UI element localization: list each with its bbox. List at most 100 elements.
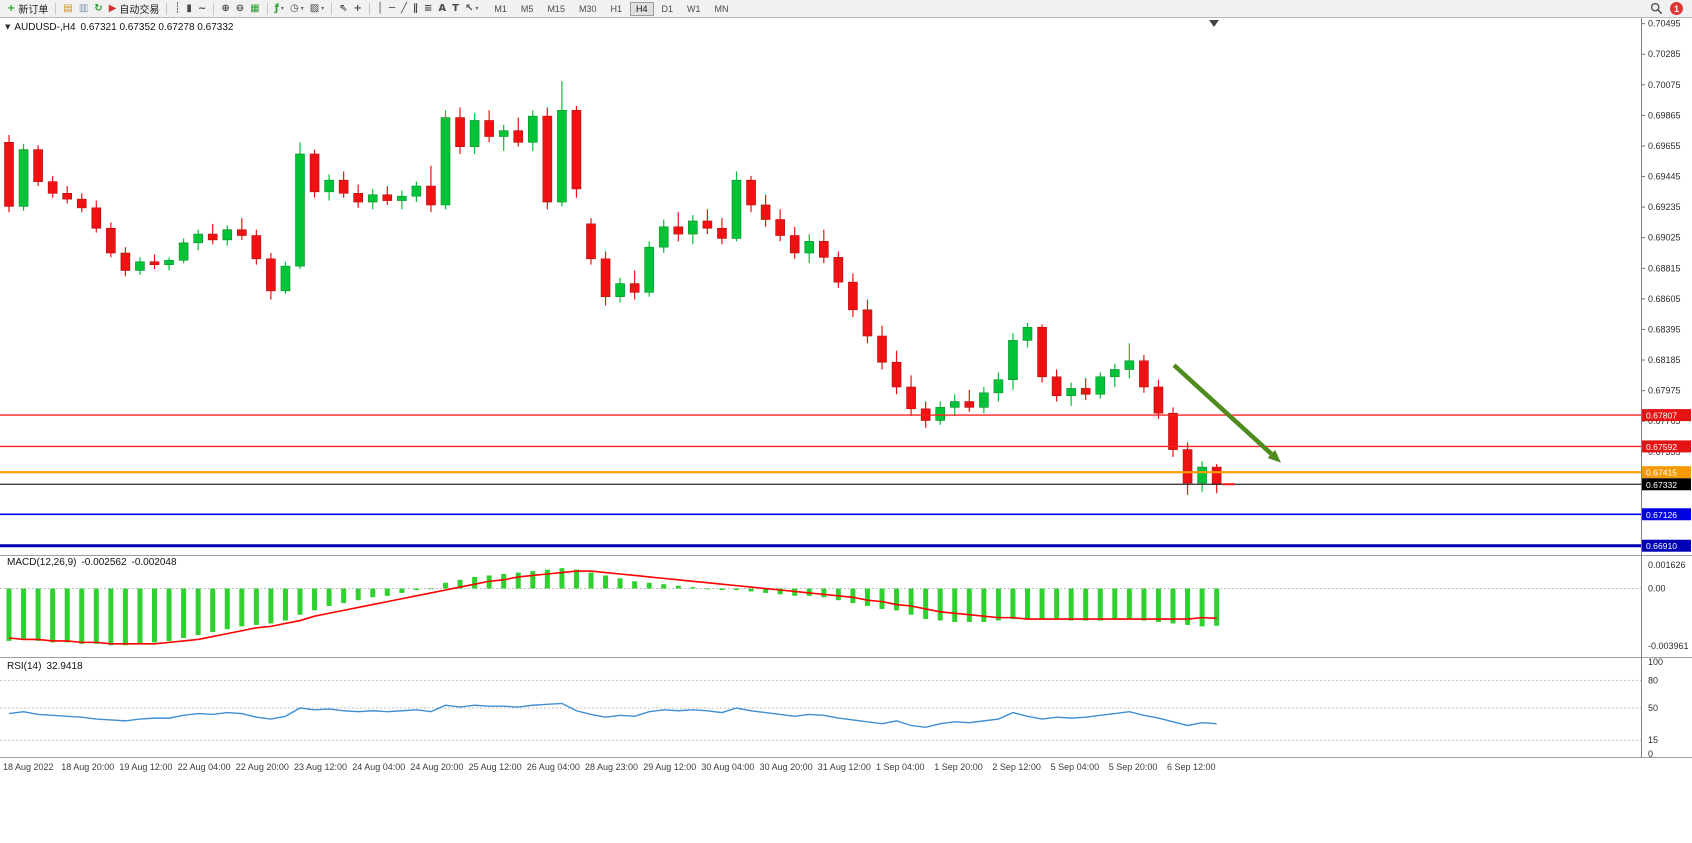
horizontal-line-button[interactable]: ─: [386, 1, 398, 17]
zoom-out-button[interactable]: ⊖: [233, 1, 247, 17]
chart-shift-marker[interactable]: [1209, 20, 1219, 27]
time-label: 2 Sep 12:00: [992, 762, 1041, 772]
timeframe-button-mn[interactable]: MN: [714, 3, 729, 14]
refresh-icon: ↻: [94, 2, 103, 14]
line-chart-button[interactable]: ~: [195, 1, 209, 17]
candle: [818, 241, 829, 258]
macd-bar: [1155, 588, 1161, 622]
macd-bar: [370, 588, 376, 598]
macd-bar: [544, 569, 550, 589]
macd-histogram: [6, 568, 1220, 646]
toolbar-separator: [213, 2, 215, 15]
trend-arrow-head: [1267, 449, 1281, 463]
text-button[interactable]: A: [435, 1, 449, 17]
axis-label: 50: [1648, 703, 1658, 713]
axis-label: 0.68815: [1648, 263, 1681, 273]
timeframe-button-w1[interactable]: W1: [687, 3, 701, 14]
candle: [979, 392, 989, 408]
toolbar-separator: [368, 2, 370, 15]
timeframe-button-m1[interactable]: M1: [494, 3, 507, 14]
notification-badge[interactable]: 1: [1670, 2, 1683, 15]
candle: [644, 246, 655, 293]
timeframe-button-h1[interactable]: H1: [610, 3, 622, 14]
trend-arrow[interactable]: [1172, 363, 1273, 456]
candle: [1139, 360, 1149, 388]
timeframe-button-m5[interactable]: M5: [520, 3, 534, 14]
time-label: 19 Aug 12:00: [119, 762, 172, 772]
charts-button[interactable]: ▤: [60, 1, 75, 17]
timeframe-button-m30[interactable]: M30: [578, 3, 597, 14]
text-icon: A: [438, 2, 447, 14]
vertical-line-button[interactable]: │: [374, 1, 386, 17]
autotrading-button[interactable]: ▶ 自动交易: [106, 1, 163, 17]
macd-bar: [239, 588, 245, 627]
time-label: 30 Aug 04:00: [701, 762, 754, 772]
timeframe-button-m15[interactable]: M15: [547, 3, 565, 14]
candlestick-chart-button[interactable]: ▮: [183, 1, 195, 17]
macd-bar: [501, 574, 507, 589]
tile-windows-button[interactable]: ▦: [247, 1, 262, 17]
time-label: 5 Sep 04:00: [1051, 762, 1100, 772]
macd-bar: [1199, 588, 1205, 627]
zoom-in-button[interactable]: ⊕: [218, 1, 232, 17]
macd-bar: [923, 588, 929, 620]
candle: [833, 257, 844, 283]
bars-chart-icon: ┊: [174, 2, 181, 14]
macd-bar: [137, 588, 143, 644]
chart-menu-icon[interactable]: ▼: [5, 23, 11, 31]
time-label: 6 Sep 12:00: [1167, 762, 1216, 772]
macd-bar: [646, 582, 652, 589]
periods-button[interactable]: ◷ ▾: [287, 1, 307, 17]
crosshair-button[interactable]: +: [351, 1, 365, 17]
macd-bar: [850, 588, 856, 604]
macd-main-value: -0.002562: [81, 557, 127, 568]
macd-bar: [472, 576, 478, 589]
macd-bar: [617, 578, 623, 589]
bars-chart-button[interactable]: ┊: [171, 1, 183, 17]
macd-bar: [937, 588, 943, 621]
horizontal-line-icon: ─: [388, 2, 395, 14]
axis-label: 0.68605: [1648, 294, 1681, 304]
text-label-button[interactable]: T: [449, 1, 462, 17]
new-order-button[interactable]: + 新订单: [4, 1, 51, 17]
timeframe-button-h4[interactable]: H4: [629, 1, 654, 16]
macd-bar: [195, 588, 201, 636]
rsi-indicator-label: RSI(14) 32.9418: [7, 661, 83, 672]
price-axis[interactable]: 0.70495 0.70285 0.70075 0.69865 0.69655 0.694…: [1641, 19, 1689, 759]
candle: [135, 261, 145, 271]
time-label: 22 Aug 20:00: [236, 762, 289, 772]
profiles-button[interactable]: ▥: [76, 1, 91, 17]
candle: [353, 192, 364, 203]
indicators-button[interactable]: ƒ ▾: [272, 1, 287, 17]
time-axis[interactable]: 18 Aug 2022 18 Aug 20:00 19 Aug 12:00 22 Au…: [3, 762, 1216, 772]
candle: [251, 235, 262, 260]
macd-bar: [879, 588, 885, 609]
axis-label: 0.69445: [1648, 172, 1681, 182]
axis-label: 0.67332: [1646, 480, 1677, 490]
templates-button[interactable]: ▨ ▾: [307, 1, 327, 17]
dropdown-arrow-icon: ▾: [321, 5, 325, 12]
fibonacci-button[interactable]: ≡: [421, 1, 435, 17]
cursor-button[interactable]: ⇖: [336, 1, 350, 17]
time-label: 29 Aug 12:00: [643, 762, 696, 772]
zoom-in-icon: ⊕: [221, 2, 230, 14]
macd-bar: [341, 588, 347, 604]
timeframe-button-d1[interactable]: D1: [661, 3, 674, 14]
toolbar-separator: [166, 2, 168, 15]
indicators-icon: ƒ: [274, 2, 279, 14]
arrows-button[interactable]: ↖ ▾: [462, 1, 481, 17]
macd-bar: [821, 588, 827, 598]
channel-button[interactable]: ∥: [410, 1, 421, 17]
candle: [469, 120, 480, 147]
candle: [280, 265, 291, 292]
macd-bar: [675, 585, 681, 589]
candle: [338, 179, 349, 194]
last-price-marker: [1222, 483, 1235, 486]
new-order-button-label: 新订单: [18, 5, 49, 16]
macd-bar: [268, 588, 274, 624]
refresh-button[interactable]: ↻: [91, 1, 105, 17]
candle: [1124, 360, 1135, 370]
search-icon[interactable]: [1650, 2, 1663, 15]
trendline-button[interactable]: ╱: [398, 1, 410, 17]
